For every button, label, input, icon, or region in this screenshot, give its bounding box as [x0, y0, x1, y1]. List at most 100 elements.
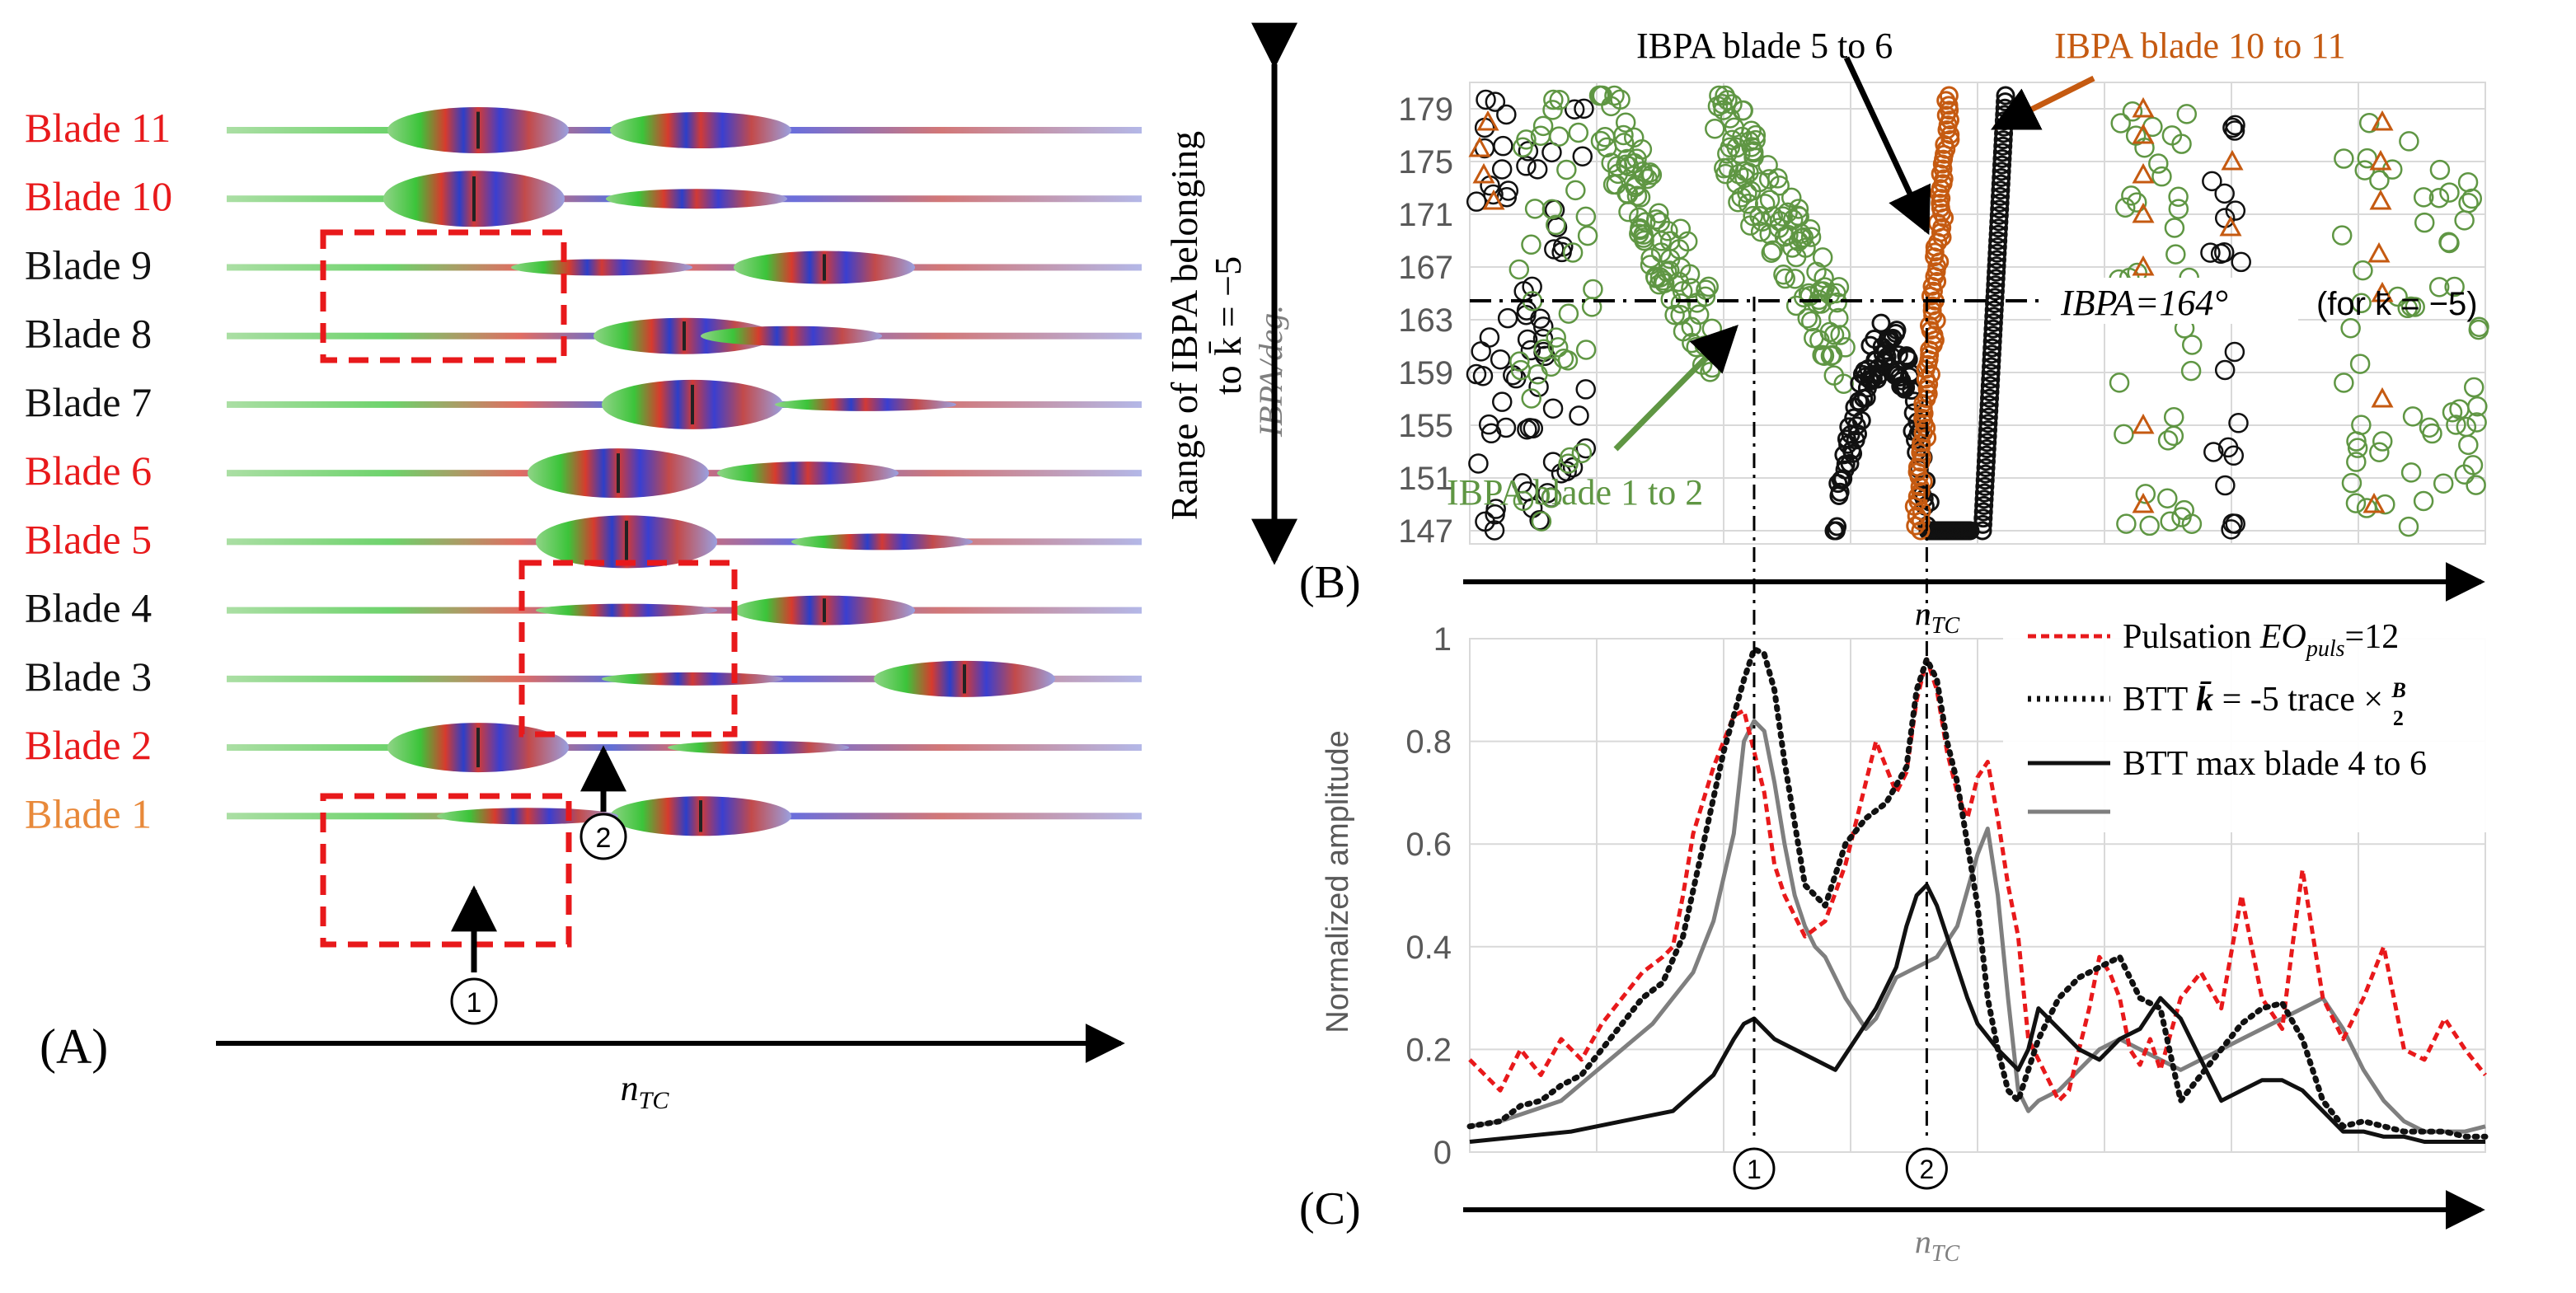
- scatter-point: [2203, 442, 2224, 462]
- scatter-point: [2228, 413, 2249, 433]
- scatter-point: [2346, 431, 2367, 452]
- blade-label: Blade 1: [25, 790, 152, 836]
- scatter-point: [1983, 319, 2003, 339]
- scatter-point: [1517, 329, 1538, 350]
- scatter-point: [2139, 515, 2160, 536]
- scatter-point: [1520, 340, 1541, 361]
- scatter-point: [2168, 186, 2189, 207]
- scatter-point: [1565, 180, 1586, 201]
- panel-a-xlabel: nTC: [621, 1068, 670, 1114]
- scatter-point: [1978, 433, 1997, 452]
- scatter-triangle: [2371, 386, 2394, 408]
- scatter-point: [1801, 311, 1822, 332]
- scatter-point: [1705, 119, 1725, 139]
- scatter-point: [1493, 135, 1513, 157]
- scatter-point: [2222, 513, 2243, 534]
- scatter-point: [1510, 359, 1532, 381]
- blade-label: Blade 9: [25, 241, 152, 288]
- scatter-point: [2331, 225, 2353, 246]
- scatter-point: [2456, 416, 2477, 438]
- scatter-point: [1664, 304, 1685, 326]
- scatter-point: [1743, 147, 1764, 168]
- scatter-point: [1670, 305, 1691, 326]
- scatter-point: [2121, 185, 2142, 206]
- blade-label: Blade 7: [25, 379, 152, 425]
- scatter-point: [2163, 406, 2184, 428]
- scatter-point: [1509, 259, 1530, 280]
- scatter-point: [1847, 424, 1867, 444]
- scatter-point: [2400, 296, 2422, 317]
- scatter-point: [1532, 328, 1554, 349]
- scatter-point: [1553, 348, 1574, 369]
- scatter-point: [1826, 283, 1846, 304]
- scatter-point: [1986, 269, 2006, 288]
- scatter-point: [1976, 452, 1996, 471]
- scatter-point: [1521, 234, 1541, 255]
- annotation-blade-1-2: IBPA blade 1 to 2: [1447, 472, 1703, 513]
- scatter-point: [1980, 388, 2000, 408]
- scatter-point: [1528, 377, 1549, 397]
- scatter-point: [1795, 237, 1816, 258]
- scatter-point: [1975, 471, 1995, 490]
- scatter-point: [2446, 415, 2466, 435]
- scatter-point: [2163, 425, 2184, 447]
- scatter-point: [1986, 275, 2006, 295]
- scatter-point: [1670, 293, 1692, 314]
- scatter-triangle: [2367, 241, 2391, 263]
- scatter-point: [1681, 278, 1701, 298]
- scatter-point: [2215, 475, 2236, 496]
- scatter-point: [2210, 243, 2231, 265]
- scatter-point: [1992, 167, 2011, 187]
- scatter-point: [1527, 159, 1548, 180]
- scatter-point: [1975, 476, 1995, 496]
- scatter-point: [1575, 438, 1597, 459]
- scatter-point: [2334, 148, 2354, 169]
- scatter-point: [1989, 205, 2009, 225]
- scatter-triangle: [2132, 202, 2155, 223]
- scatter-point: [1485, 91, 1506, 112]
- scatter-point: [2116, 513, 2137, 534]
- panel-b-ylabel: IBPA/deg.: [1252, 305, 1289, 438]
- series-line: [1469, 883, 2485, 1144]
- scatter-point: [2369, 170, 2390, 191]
- scatter-point: [2135, 484, 2156, 504]
- scatter-point: [1980, 382, 2000, 402]
- scatter-triangle: [2363, 492, 2386, 513]
- scatter-point: [1626, 148, 1647, 169]
- panel-b-xlabel: nTC: [1915, 595, 1960, 639]
- scatter-point: [1712, 93, 1733, 115]
- ytick-label: 155: [1398, 408, 1453, 444]
- scatter-triangle: [2219, 215, 2242, 237]
- scatter-point: [1978, 426, 1997, 446]
- blade-strip: [227, 796, 1142, 836]
- blade-strip: [227, 251, 1142, 284]
- scatter-point: [1575, 379, 1596, 400]
- scatter-point: [1740, 215, 1761, 236]
- scatter-point: [1610, 89, 1631, 110]
- scatter-point: [1521, 388, 1541, 409]
- scatter-point: [1531, 511, 1552, 532]
- scatter-point: [1581, 297, 1602, 317]
- panel-c-ylabel: Normalized amplitude: [1321, 730, 1355, 1033]
- scatter-point: [1574, 98, 1594, 119]
- legend-bg: [2003, 602, 2572, 832]
- scatter-point: [1993, 136, 2013, 156]
- panel-b-points: [1466, 85, 2489, 541]
- panel-c-grid: [1469, 638, 2486, 1153]
- scatter-point: [1976, 457, 1996, 477]
- scatter-point: [1737, 182, 1757, 204]
- scatter-point: [1800, 227, 1822, 247]
- ytick-label: 163: [1398, 302, 1453, 339]
- scatter-point: [2214, 359, 2236, 381]
- scatter-point: [2200, 242, 2221, 263]
- scatter-point: [2341, 472, 2363, 494]
- scatter-point: [1804, 327, 1824, 349]
- scatter-point: [1851, 410, 1871, 430]
- scatter-point: [2222, 117, 2243, 138]
- scatter-point: [1572, 146, 1593, 166]
- scatter-point: [1738, 162, 1759, 183]
- scatter-point: [1532, 115, 1554, 137]
- highlight-box-blades-5-6: [518, 560, 738, 738]
- scatter-point: [1988, 224, 2008, 244]
